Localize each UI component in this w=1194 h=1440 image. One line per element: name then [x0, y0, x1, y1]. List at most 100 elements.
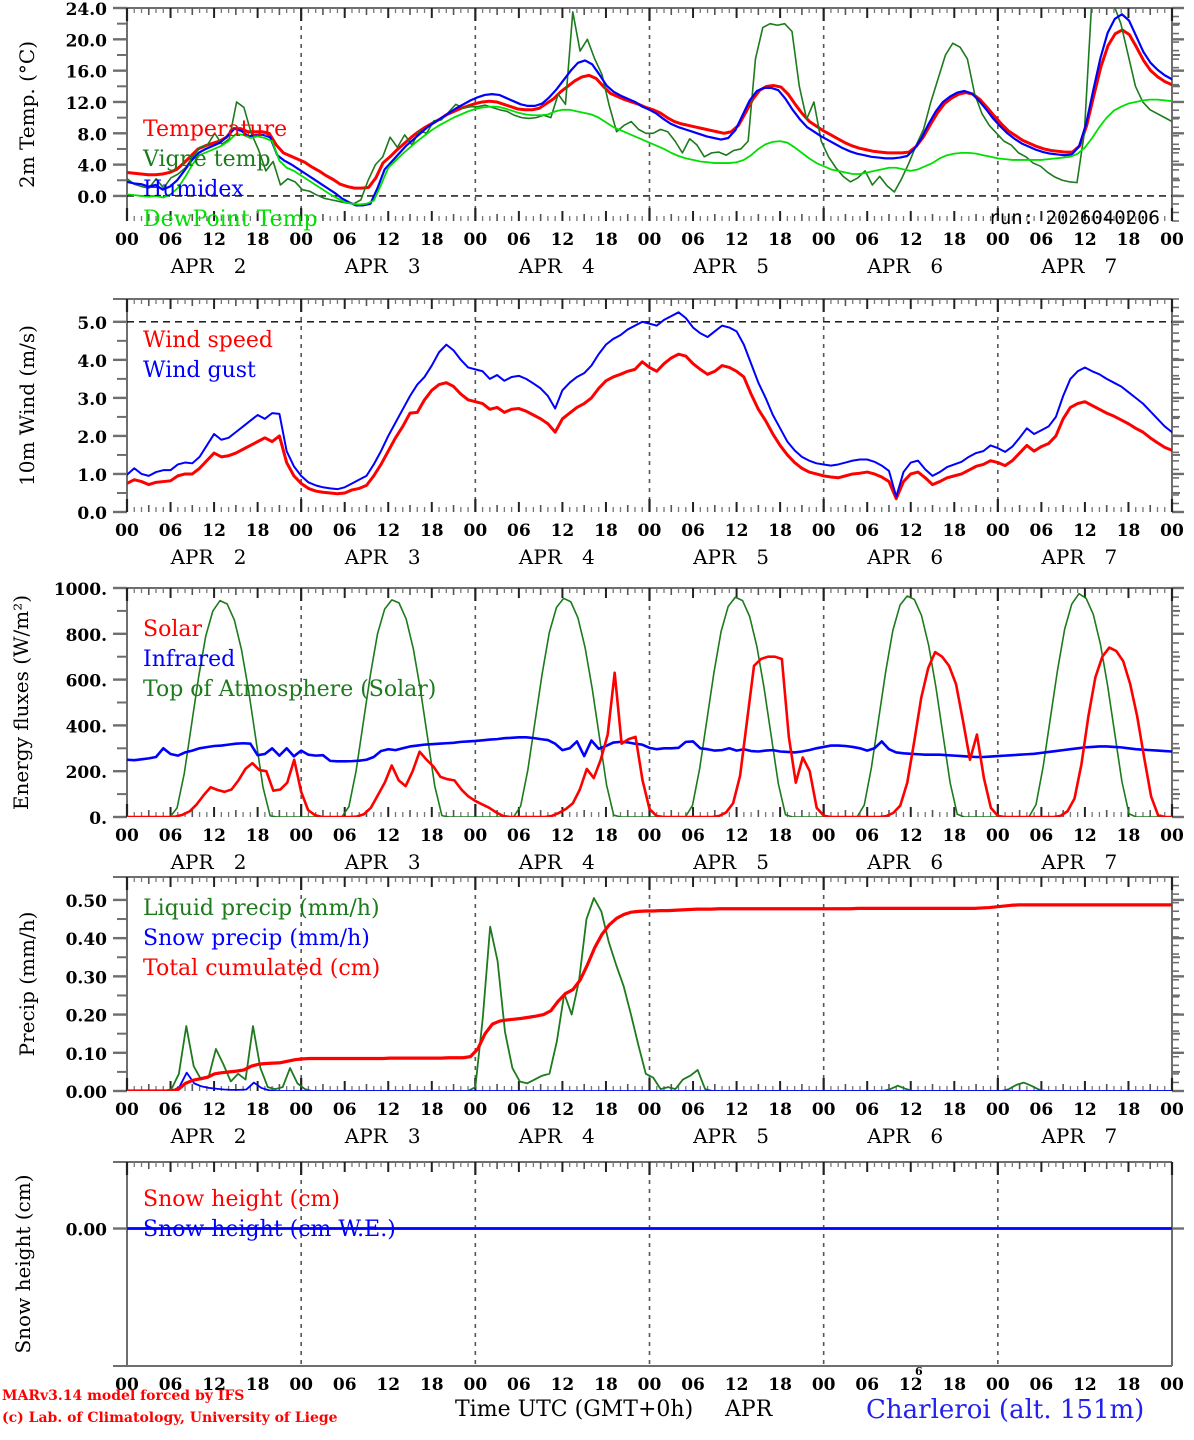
x-tick-label: 06 [1030, 1375, 1054, 1395]
y-tick-label: 200. [66, 763, 107, 783]
x-tick-label: 12 [1073, 826, 1097, 846]
x-tick-label: 06 [855, 1100, 879, 1120]
x-tick-label: 00 [986, 521, 1010, 541]
x-tick-label: 12 [551, 1100, 575, 1120]
day-label-number: 2 [234, 850, 247, 874]
x-tick-label: 00 [463, 1375, 487, 1395]
series-line-wind-speed [127, 352, 1172, 501]
y-tick-label: 4.0 [77, 352, 107, 372]
x-tick-label: 00 [812, 521, 836, 541]
x-tick-label: 18 [1117, 521, 1141, 541]
day-label-number: 4 [582, 850, 595, 874]
y-tick-label: 0.30 [66, 968, 108, 988]
x-tick-label: 00 [289, 826, 313, 846]
y-tick-label: 1.0 [77, 466, 107, 486]
x-tick-label: 06 [333, 1100, 357, 1120]
x-tick-label: 00 [463, 826, 487, 846]
x-tick-label: 06 [159, 521, 183, 541]
x-tick-label: 06 [507, 1100, 531, 1120]
x-tick-label: 12 [725, 826, 749, 846]
legend-label: Temperature [143, 117, 287, 142]
y-tick-label: 0.40 [66, 930, 108, 950]
x-tick-label: 18 [768, 230, 792, 250]
x-tick-label: 06 [333, 521, 357, 541]
x-tick-label: 06 [159, 826, 183, 846]
x-tick-label: 00 [115, 1375, 139, 1395]
day-label-number: 7 [1105, 850, 1118, 874]
x-tick-label: 18 [594, 521, 618, 541]
y-tick-label: 1000. [54, 580, 107, 600]
series-line-infrared [127, 736, 1172, 763]
x-tick-label: 00 [463, 1100, 487, 1120]
legend-label: Wind speed [143, 328, 273, 353]
day-label-month: APR [518, 254, 563, 278]
x-tick-label: 12 [899, 230, 923, 250]
x-tick-label: 18 [246, 1375, 270, 1395]
day-label-number: 7 [1105, 254, 1118, 278]
legend-label: Snow height (cm W.E.) [143, 1217, 396, 1242]
x-tick-label: 18 [942, 1375, 966, 1395]
legend-label: DewPoint Temp [143, 207, 318, 232]
y-tick-label: 400. [66, 717, 107, 737]
y-tick-label: 0.0 [77, 188, 107, 208]
day-label-number: 7 [1105, 1124, 1118, 1148]
x-tick-label: 00 [1160, 826, 1184, 846]
day-label-month: APR [518, 850, 563, 874]
series-line-solar [127, 646, 1172, 817]
day-label-month: APR [170, 254, 215, 278]
day-label-month: APR [866, 545, 911, 569]
panel-energy_fluxes: 0. 200. 400. 600. 800. 1000. Energy fluxes (W/… [9, 580, 1184, 874]
x-tick-label: 18 [1117, 1375, 1141, 1395]
series-group [127, 897, 1172, 1091]
panel-wind: 0.0 1.0 2.0 3.0 4.0 5.0 10m Wind (m/s) Wind spe… [15, 298, 1184, 569]
x-tick-label: 12 [376, 230, 400, 250]
day-label-month: APR [692, 545, 737, 569]
x-tick-label: 12 [202, 826, 226, 846]
legend-label: Snow height (cm) [143, 1187, 340, 1212]
x-tick-label: 12 [202, 521, 226, 541]
x-tick-label: 00 [812, 1375, 836, 1395]
day-label-month: APR [692, 1124, 737, 1148]
y-tick-label: 0.10 [66, 1045, 108, 1065]
day-label-number: 3 [408, 545, 421, 569]
x-tick-label: 00 [638, 826, 662, 846]
series-line-wind-gust [127, 311, 1172, 498]
x-tick-label: 12 [551, 826, 575, 846]
x-tick-label: 06 [159, 1375, 183, 1395]
x-tick-label: 06 [507, 826, 531, 846]
y-axis-label: Energy fluxes (W/m²) [9, 595, 33, 810]
series-group [127, 592, 1172, 817]
x-tick-label: 00 [986, 230, 1010, 250]
x-tick-label: 00 [1160, 521, 1184, 541]
x-tick-label: 12 [376, 1100, 400, 1120]
day-label-number: 5 [756, 254, 769, 278]
x-tick-label: 06 [1030, 1100, 1054, 1120]
x-tick-label: 12 [202, 230, 226, 250]
series-group [127, 8, 1172, 207]
day-label-number: 3 [408, 1124, 421, 1148]
x-tick-label: 00 [638, 1100, 662, 1120]
x-tick-label: 12 [376, 1375, 400, 1395]
series-line-vigne-temp [127, 8, 1172, 205]
x-tick-label: 06 [507, 521, 531, 541]
x-tick-label: 12 [899, 1100, 923, 1120]
y-tick-label: 0. [89, 809, 107, 829]
y-tick-label: 600. [66, 672, 107, 692]
x-tick-label: 00 [812, 230, 836, 250]
x-tick-label: 00 [289, 1100, 313, 1120]
y-axis-label: 2m Temp. (°C) [15, 41, 39, 188]
x-tick-label: 12 [376, 826, 400, 846]
legend-label: Top of Atmosphere (Solar) [143, 677, 436, 702]
day-label-number: 6 [930, 254, 943, 278]
x-tick-label: 06 [855, 826, 879, 846]
panel-temperature: 0.0 4.0 8.0 12.0 16.0 20.0 24.0 2m Temp. (°C) Te… [15, 0, 1184, 278]
x-tick-label: 12 [202, 1100, 226, 1120]
x-tick-label: 18 [246, 1100, 270, 1120]
y-axis-label: 10m Wind (m/s) [15, 325, 39, 486]
x-tick-label: 00 [289, 521, 313, 541]
series-group [127, 311, 1172, 501]
day-label-month: APR [1040, 545, 1085, 569]
day-label-number: 5 [756, 545, 769, 569]
x-tick-label: 06 [1030, 826, 1054, 846]
